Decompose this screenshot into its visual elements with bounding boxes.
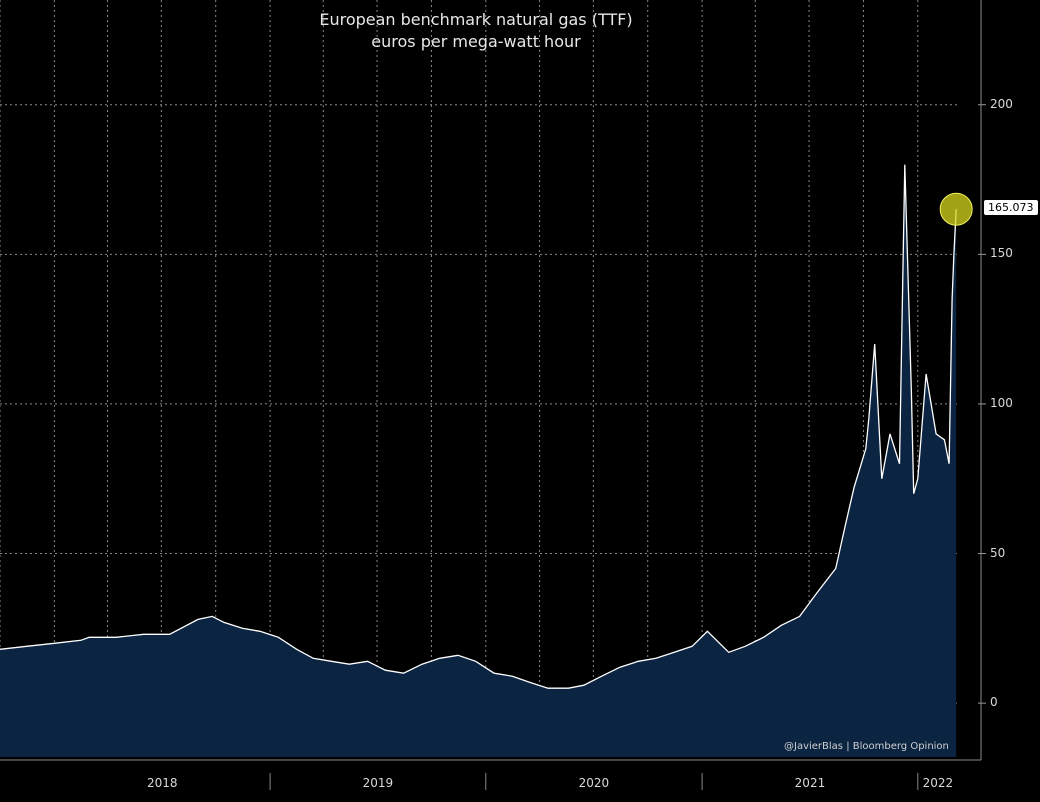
y-tick-label: 150 [990, 246, 1013, 261]
chart-subtitle: euros per mega-watt hour [371, 32, 581, 51]
x-axis-separators [269, 773, 919, 790]
last-value-highlight [939, 192, 973, 226]
y-tick-label: 100 [990, 395, 1013, 410]
x-tick-label: 2019 [362, 776, 394, 790]
y-tick-label: 50 [990, 545, 1006, 560]
y-tick-label: 200 [990, 96, 1013, 111]
x-tick-label: 2022 [922, 776, 954, 790]
y-tick-label: 0 [990, 695, 998, 710]
last-value-label: 165.073 [984, 200, 1038, 216]
area-fill [0, 164, 957, 758]
series-line [0, 164, 957, 689]
chart-title: European benchmark natural gas (TTF) [319, 10, 633, 29]
x-tick-label: 2020 [578, 776, 610, 790]
source-credit: @JavierBlas | Bloomberg Opinion [784, 741, 949, 752]
x-tick-label: 2021 [794, 776, 826, 790]
x-tick-label: 2018 [146, 776, 178, 790]
